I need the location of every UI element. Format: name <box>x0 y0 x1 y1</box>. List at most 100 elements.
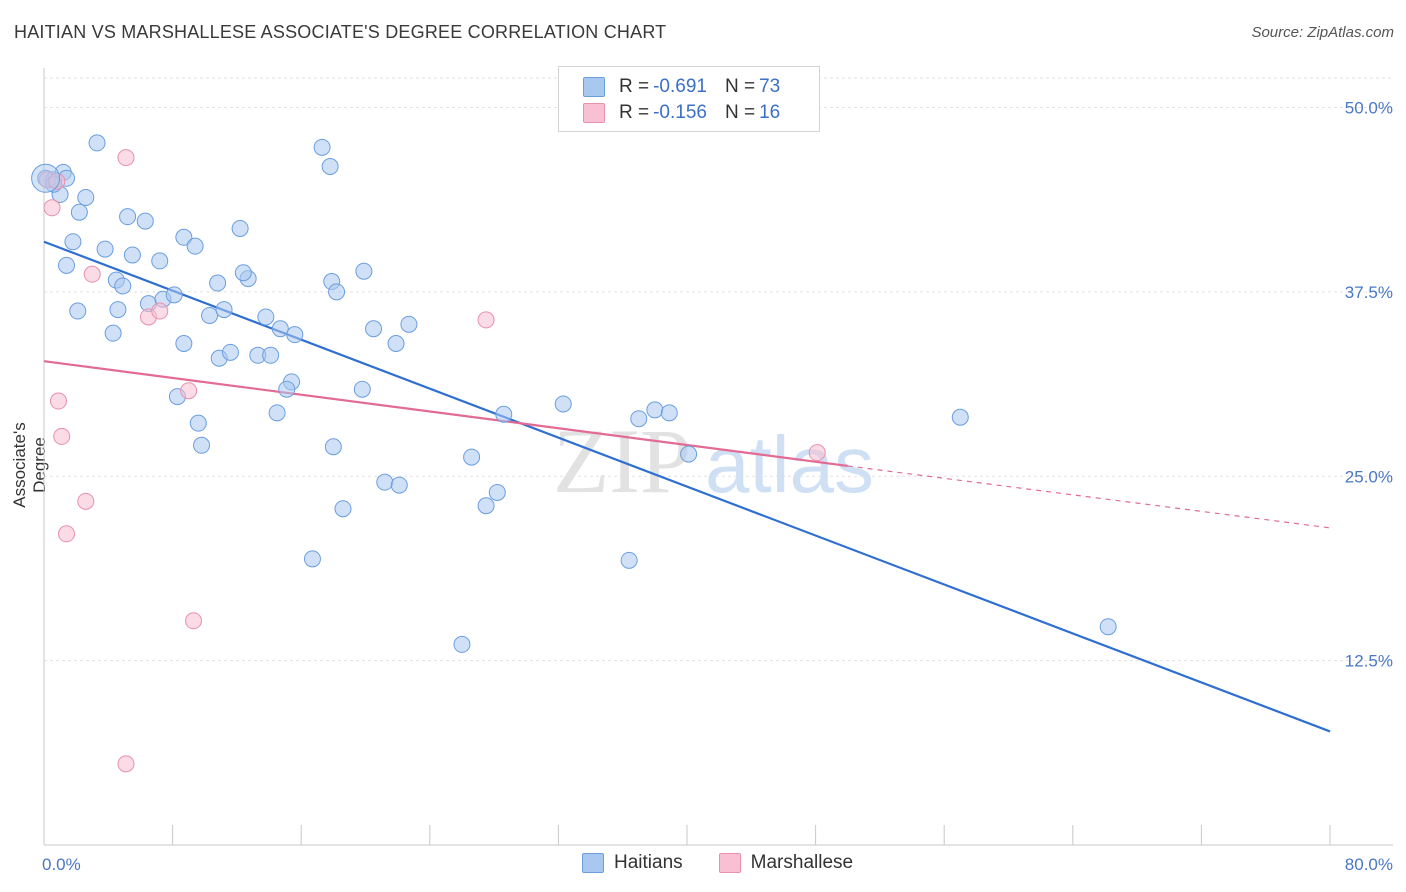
data-point-haitians <box>186 237 204 255</box>
data-point-haitians <box>680 445 698 463</box>
data-point-haitians <box>114 277 132 295</box>
data-point-haitians <box>234 264 252 282</box>
data-point-marshallese <box>180 382 198 400</box>
data-point-haitians <box>321 158 339 175</box>
data-point-haitians <box>136 212 154 230</box>
data-point-haitians <box>660 404 678 422</box>
data-point-haitians <box>209 274 227 292</box>
grid-lines <box>44 77 1392 662</box>
data-point-haitians <box>96 240 114 258</box>
y-tick-label: 12.5% <box>1345 652 1393 671</box>
data-point-marshallese <box>58 525 76 543</box>
data-point-haitians <box>31 163 61 193</box>
data-point-haitians <box>495 405 513 423</box>
legend-r-value: -0.156 <box>653 102 707 123</box>
data-point-haitians <box>646 401 664 419</box>
data-point-haitians <box>193 436 211 454</box>
data-point-marshallese <box>43 199 61 217</box>
data-point-haitians <box>262 346 280 364</box>
legend-r-value: -0.691 <box>653 76 707 97</box>
y-tick-label: 50.0% <box>1345 99 1393 118</box>
data-point-marshallese <box>53 427 71 445</box>
data-point-haitians <box>328 283 346 301</box>
data-point-haitians <box>77 188 95 206</box>
data-point-haitians <box>453 635 471 653</box>
legend-n-label: N = <box>724 102 756 123</box>
data-point-haitians <box>286 326 304 344</box>
series-legend: Haitians Marshallese <box>582 852 889 874</box>
legend-label-marshallese: Marshallese <box>750 852 854 873</box>
y-tick-label: 25.0% <box>1345 467 1393 486</box>
data-point-haitians <box>119 208 137 226</box>
chart-title: HAITIAN VS MARSHALLESE ASSOCIATE'S DEGRE… <box>14 22 667 42</box>
data-point-haitians <box>488 483 506 501</box>
data-point-haitians <box>151 252 169 270</box>
data-point-haitians <box>109 301 127 319</box>
data-point-haitians <box>271 320 289 338</box>
data-point-haitians <box>104 324 122 342</box>
data-point-haitians <box>313 138 331 156</box>
data-point-haitians <box>165 286 183 304</box>
data-point-haitians <box>387 335 405 352</box>
axes <box>43 68 1393 846</box>
watermark-atlas: atlas <box>705 420 874 509</box>
data-point-haitians <box>69 302 87 320</box>
legend-r-label: R = <box>619 102 650 123</box>
legend-swatch-marshallese <box>583 103 605 123</box>
data-point-haitians <box>221 343 239 361</box>
legend-swatch-haitians <box>582 853 604 873</box>
data-point-marshallese <box>808 444 826 462</box>
x-tick-label: 80.0% <box>1345 855 1393 874</box>
legend-n-label: N = <box>724 76 756 97</box>
data-point-haitians <box>278 380 296 398</box>
data-point-haitians <box>303 550 321 568</box>
data-point-haitians <box>630 410 648 428</box>
data-point-haitians <box>463 448 481 466</box>
data-point-marshallese <box>184 612 202 630</box>
data-point-haitians <box>620 551 638 569</box>
data-point-marshallese <box>117 755 135 773</box>
data-point-haitians <box>175 335 193 352</box>
data-point-haitians <box>70 203 88 221</box>
legend-item-haitians: Haitians <box>582 852 683 874</box>
data-point-haitians <box>201 306 219 324</box>
data-point-marshallese <box>77 492 95 510</box>
data-point-haitians <box>189 414 207 432</box>
data-point-marshallese <box>151 302 169 320</box>
y-tick-label: 37.5% <box>1345 283 1393 302</box>
data-point-haitians <box>365 320 383 338</box>
data-point-marshallese <box>83 265 101 283</box>
data-point-marshallese <box>477 311 495 329</box>
x-tick-label: 0.0% <box>42 855 81 874</box>
trend-lines <box>43 240 1331 733</box>
legend-label-haitians: Haitians <box>614 852 683 873</box>
legend-n-value: 16 <box>759 102 781 123</box>
data-point-haitians <box>951 408 969 426</box>
data-point-haitians <box>334 500 352 518</box>
legend-r-label: R = <box>619 76 650 97</box>
data-point-marshallese <box>117 149 135 167</box>
source-label: Source: ZipAtlas.com <box>1251 24 1394 41</box>
data-point-haitians <box>64 233 82 251</box>
data-point-haitians <box>400 315 418 333</box>
correlation-legend: R = -0.691 N = 73 R = -0.156 N = 16 <box>558 66 820 132</box>
data-point-haitians <box>123 246 141 264</box>
legend-swatch-marshallese <box>718 853 741 873</box>
trend-line-haitians <box>43 240 1331 733</box>
data-point-haitians <box>231 219 249 237</box>
legend-n-value: 73 <box>759 76 781 97</box>
data-point-haitians <box>58 256 76 274</box>
data-point-haitians <box>324 438 342 456</box>
data-point-haitians <box>353 380 371 398</box>
data-point-haitians <box>1099 618 1117 636</box>
data-point-haitians <box>175 228 193 246</box>
trend-line-marshallese <box>43 360 848 468</box>
legend-row-haitians: R = -0.691 N = 73 <box>583 75 780 99</box>
data-point-haitians <box>355 262 373 280</box>
legend-row-marshallese: R = -0.156 N = 16 <box>583 101 780 125</box>
data-point-haitians <box>376 473 394 491</box>
trend-line-marshallese-extension <box>847 465 1331 529</box>
data-point-haitians <box>390 476 408 494</box>
data-point-haitians <box>215 301 233 319</box>
